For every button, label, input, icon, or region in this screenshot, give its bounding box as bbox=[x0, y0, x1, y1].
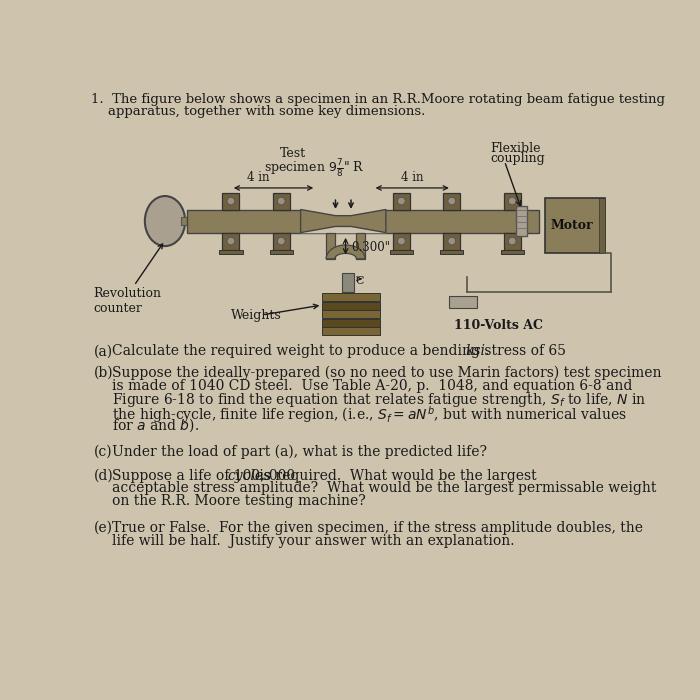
Bar bbox=[443, 232, 461, 250]
Bar bbox=[181, 217, 187, 225]
Circle shape bbox=[227, 237, 235, 245]
Bar bbox=[393, 232, 410, 250]
Text: apparatus, together with some key dimensions.: apparatus, together with some key dimens… bbox=[92, 105, 426, 118]
Circle shape bbox=[398, 197, 405, 205]
Polygon shape bbox=[300, 209, 386, 232]
Text: True or False.  For the given specimen, if the stress amplitude doubles, the: True or False. For the given specimen, i… bbox=[112, 521, 643, 535]
Text: (a): (a) bbox=[94, 344, 113, 358]
Circle shape bbox=[398, 237, 405, 245]
Circle shape bbox=[508, 237, 516, 245]
Text: Suppose a life of 100, 000: Suppose a life of 100, 000 bbox=[112, 469, 300, 483]
Bar bbox=[443, 193, 461, 209]
Bar bbox=[545, 198, 606, 253]
Text: acceptable stress amplitude?  What would be the largest permissable weight: acceptable stress amplitude? What would … bbox=[112, 482, 657, 496]
Bar bbox=[504, 193, 521, 209]
Circle shape bbox=[277, 237, 285, 245]
Bar bbox=[273, 232, 290, 250]
Text: Suppose the ideally-prepared (so no need to use Marin factors) test specimen: Suppose the ideally-prepared (so no need… bbox=[112, 366, 662, 380]
Bar bbox=[219, 250, 242, 254]
Text: Under the load of part (a), what is the predicted life?: Under the load of part (a), what is the … bbox=[112, 444, 487, 459]
Bar bbox=[393, 193, 410, 209]
Bar bbox=[356, 232, 365, 259]
Text: (b): (b) bbox=[94, 366, 113, 380]
Text: Test: Test bbox=[280, 147, 306, 160]
Text: ksi.: ksi. bbox=[465, 344, 489, 358]
Text: Weights: Weights bbox=[231, 309, 281, 321]
Text: Motor: Motor bbox=[551, 219, 593, 232]
Ellipse shape bbox=[145, 196, 185, 246]
Text: 1.  The figure below shows a specimen in an R.R.Moore rotating beam fatigue test: 1. The figure below shows a specimen in … bbox=[92, 93, 666, 106]
Bar bbox=[326, 232, 335, 259]
Text: cycles: cycles bbox=[228, 469, 271, 483]
Bar bbox=[322, 302, 381, 309]
Text: Revolution
counter: Revolution counter bbox=[94, 286, 162, 314]
Text: specimen $9\frac{7}{8}$" R: specimen $9\frac{7}{8}$" R bbox=[264, 157, 365, 179]
Text: (c): (c) bbox=[94, 444, 112, 458]
Text: life will be half.  Justify your answer with an explanation.: life will be half. Justify your answer w… bbox=[112, 533, 514, 547]
Bar bbox=[322, 319, 381, 326]
Bar bbox=[599, 198, 605, 253]
Polygon shape bbox=[300, 227, 386, 232]
Text: 0.300": 0.300" bbox=[351, 241, 390, 253]
Text: 4 in: 4 in bbox=[246, 171, 270, 184]
Text: for $a$ and $b$).: for $a$ and $b$). bbox=[112, 416, 200, 434]
Text: C: C bbox=[356, 276, 364, 286]
Polygon shape bbox=[326, 245, 365, 259]
Text: 4 in: 4 in bbox=[401, 171, 424, 184]
Bar bbox=[449, 295, 477, 308]
Bar bbox=[273, 193, 290, 209]
Circle shape bbox=[277, 197, 285, 205]
Text: 110-Volts AC: 110-Volts AC bbox=[454, 319, 542, 332]
Text: (e): (e) bbox=[94, 521, 113, 535]
Text: coupling: coupling bbox=[491, 152, 545, 164]
Text: Figure 6-18 to find the equation that relates fatigue strength, $S_f$ to life, $: Figure 6-18 to find the equation that re… bbox=[112, 391, 647, 409]
Circle shape bbox=[227, 197, 235, 205]
Text: Flexible: Flexible bbox=[491, 141, 541, 155]
Bar bbox=[500, 250, 524, 254]
Bar bbox=[504, 232, 521, 250]
Text: the high-cycle, finite life region, (i.e., $S_f = aN^b$, but with numerical valu: the high-cycle, finite life region, (i.e… bbox=[112, 404, 627, 425]
Bar bbox=[187, 209, 538, 232]
Bar bbox=[440, 250, 463, 254]
Text: is made of 1040 CD steel.  Use Table A-20, p.  1048, and equation 6-8 and: is made of 1040 CD steel. Use Table A-20… bbox=[112, 379, 633, 393]
Bar bbox=[322, 310, 381, 318]
Bar bbox=[270, 250, 293, 254]
Circle shape bbox=[508, 197, 516, 205]
Text: is required.  What would be the largest: is required. What would be the largest bbox=[255, 469, 536, 483]
Bar bbox=[322, 328, 381, 335]
Polygon shape bbox=[300, 209, 386, 216]
Bar bbox=[223, 232, 239, 250]
Circle shape bbox=[448, 237, 456, 245]
Bar bbox=[342, 272, 354, 292]
Bar bbox=[390, 250, 413, 254]
Bar bbox=[516, 206, 527, 236]
Circle shape bbox=[448, 197, 456, 205]
Text: (d): (d) bbox=[94, 469, 113, 483]
Text: Calculate the required weight to produce a bending stress of 65: Calculate the required weight to produce… bbox=[112, 344, 570, 358]
Bar bbox=[223, 193, 239, 209]
Bar bbox=[322, 293, 381, 301]
Text: on the R.R. Moore testing machine?: on the R.R. Moore testing machine? bbox=[112, 494, 366, 508]
